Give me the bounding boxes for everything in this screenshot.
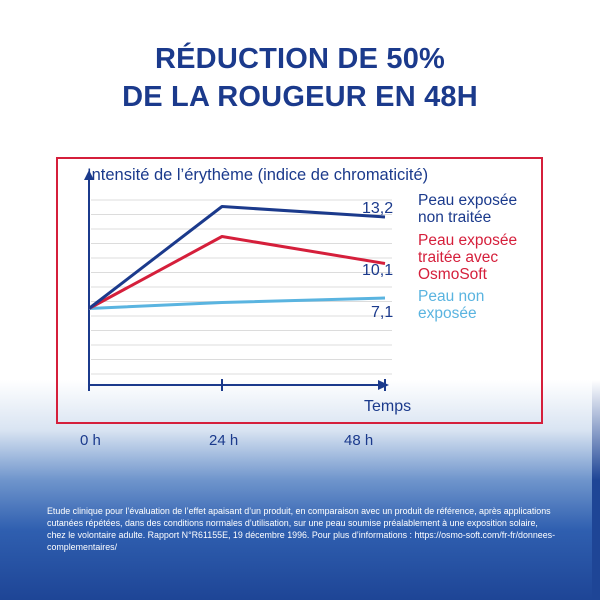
legend-entry-untreated: Peau exposée non traitée — [418, 192, 517, 226]
legend-text: OsmoSoft — [418, 266, 487, 283]
legend-entry-unexposed: Peau non exposée — [418, 288, 484, 322]
chart-series — [88, 205, 386, 310]
series-line — [88, 296, 386, 310]
legend-entry-treated: Peau exposée traitée avec OsmoSoft — [418, 232, 517, 283]
data-label-untreated: 13,2 — [362, 200, 394, 217]
legend-text: traitée avec — [418, 249, 499, 266]
page-title: RÉDUCTION DE 50% DE LA ROUGEUR EN 48H — [0, 40, 600, 116]
x-tick-label: 0 h — [80, 432, 101, 449]
legend-text: Peau non — [418, 288, 485, 305]
y-axis-arrow — [84, 170, 94, 180]
legend-text: non traitée — [418, 209, 492, 226]
title-line-1: RÉDUCTION DE 50% — [154, 43, 446, 75]
x-axis-title: Temps — [364, 398, 412, 415]
title-line-2: DE LA ROUGEUR EN 48H — [122, 81, 478, 113]
chart-axes — [84, 170, 389, 391]
chart-gridlines — [91, 199, 392, 375]
x-tick-label: 24 h — [209, 432, 239, 449]
study-footnote: Etude clinique pour l’évaluation de l’ef… — [47, 506, 556, 552]
series-line — [88, 205, 386, 310]
series-line — [88, 235, 386, 310]
y-axis-title: Intensité de l’érythème (indice de chrom… — [87, 166, 429, 184]
legend-text: Peau exposée — [418, 232, 518, 249]
x-axis-arrow — [378, 380, 389, 390]
right-edge-frame — [592, 0, 600, 600]
chart-frame — [56, 157, 543, 424]
x-tick-label: 48 h — [344, 432, 374, 449]
legend-text: exposée — [418, 305, 477, 322]
legend-text: Peau exposée — [418, 192, 518, 209]
data-label-treated: 10,1 — [362, 262, 394, 279]
data-label-unexposed: 7,1 — [371, 304, 394, 321]
